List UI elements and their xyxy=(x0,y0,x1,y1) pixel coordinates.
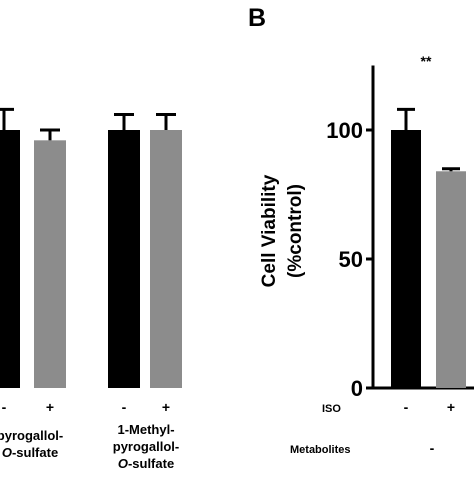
y-axis-label-unit: (%control) xyxy=(285,184,306,278)
iso-tick-label-1: - xyxy=(404,399,409,415)
metabolites-tick-label-1: - xyxy=(430,440,435,456)
group-label-g2-line-3: O-sulfate xyxy=(118,456,174,471)
treatment-tick-label-g2-2: + xyxy=(162,399,170,415)
treatment-tick-label-g1-1: - xyxy=(2,399,7,415)
row-label-iso: ISO xyxy=(322,403,341,415)
bar-a-g1-1 xyxy=(0,130,20,388)
y-axis-label: Cell Viability xyxy=(259,174,280,287)
y-tick-label-100: 100 xyxy=(326,118,363,143)
group-label-g1-line-1: pyrogallol- xyxy=(0,428,63,443)
group-label-g2-line-2: pyrogallol- xyxy=(113,439,179,454)
treatment-tick-label-g2-1: - xyxy=(122,399,127,415)
iso-tick-label-2: + xyxy=(447,399,455,415)
y-tick-label-0: 0 xyxy=(351,376,363,401)
bar-a-g2-2 xyxy=(150,130,182,388)
panel-label-b: B xyxy=(248,4,266,32)
treatment-tick-label-g1-2: + xyxy=(46,399,54,415)
bar-b-2 xyxy=(436,171,466,388)
group-label-g2-line-1: 1-Methyl- xyxy=(117,422,174,437)
group-label-g1-line-2: O-sulfate xyxy=(2,445,58,460)
bar-a-g2-1 xyxy=(108,130,140,388)
y-tick-label-50: 50 xyxy=(339,247,363,272)
bar-a-g1-2 xyxy=(34,140,66,388)
row-label-metabolites: Metabolites xyxy=(290,444,351,456)
bar-b-1 xyxy=(391,130,421,388)
significance-marker: ** xyxy=(421,53,432,69)
